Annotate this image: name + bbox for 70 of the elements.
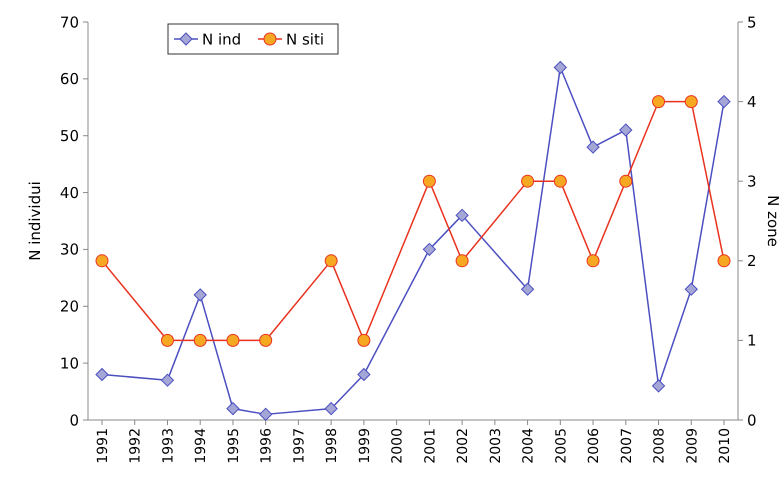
x-tick-label: 1994 <box>193 428 210 464</box>
x-tick-label: 2005 <box>553 428 570 464</box>
point <box>619 124 632 137</box>
point <box>422 174 436 188</box>
y2-tick-label: 3 <box>747 172 757 190</box>
y2-tick-label: 4 <box>747 92 757 111</box>
point <box>652 95 666 108</box>
x-tick-label: 1995 <box>226 428 242 464</box>
point <box>456 208 469 222</box>
point <box>422 242 436 256</box>
y2-tick-label: 0 <box>747 411 757 430</box>
point <box>160 334 174 347</box>
point <box>521 174 534 188</box>
y-tick-label: 0 <box>69 411 79 430</box>
point <box>194 334 207 347</box>
point <box>357 368 370 382</box>
y-axis-title: N individui <box>26 181 44 261</box>
x-tick-label: 1993 <box>160 428 176 464</box>
point <box>718 95 730 108</box>
point <box>357 334 370 347</box>
point <box>96 368 108 382</box>
x-tick-label: 2002 <box>455 428 472 464</box>
point <box>718 254 730 268</box>
x-tick-label: 1998 <box>324 428 340 464</box>
x-tick-label: 2003 <box>488 428 504 464</box>
y-tick-label: 40 <box>60 184 79 202</box>
point <box>259 408 272 421</box>
x-tick-label: 2001 <box>422 428 438 464</box>
legend-label: N siti <box>286 30 324 48</box>
x-tick-label: 2000 <box>390 428 406 464</box>
y2-tick-label: 2 <box>747 252 757 270</box>
x-tick-label: 2010 <box>717 428 733 464</box>
y2-tick-label: 1 <box>747 332 757 350</box>
x-tick-label: 2009 <box>684 428 700 464</box>
point <box>684 282 698 296</box>
point <box>324 254 338 268</box>
x-tick-label: 2006 <box>586 428 602 464</box>
point <box>226 402 240 416</box>
x-tick-label: 2004 <box>520 428 537 464</box>
point <box>259 334 272 347</box>
x-tick-label: 1996 <box>258 428 275 464</box>
y2-axis-title: N zone <box>764 195 782 247</box>
x-tick-label: 1992 <box>128 428 144 464</box>
point <box>160 374 174 387</box>
y-tick-label: 50 <box>60 126 79 145</box>
point <box>324 402 338 416</box>
y-tick-label: 20 <box>60 298 79 316</box>
point <box>586 254 600 268</box>
x-tick-label: 2008 <box>652 428 668 464</box>
x-tick-label: 2007 <box>618 428 635 464</box>
point <box>226 334 240 347</box>
legend-label: N ind <box>202 30 242 48</box>
point <box>619 174 632 188</box>
point <box>521 282 534 296</box>
x-tick-label: 1991 <box>95 428 111 464</box>
point <box>456 254 469 268</box>
point <box>684 95 698 108</box>
point <box>96 254 108 268</box>
point <box>194 288 207 302</box>
y-tick-label: 60 <box>60 70 79 88</box>
y-tick-label: 30 <box>60 240 79 259</box>
x-tick-label: 1999 <box>356 428 373 464</box>
y-tick-label: 70 <box>60 13 79 32</box>
y-tick-label: 10 <box>60 354 79 372</box>
point <box>652 379 666 392</box>
point <box>586 140 600 154</box>
point <box>554 174 567 188</box>
point <box>554 60 567 74</box>
x-tick-label: 1997 <box>291 428 308 464</box>
y2-tick-label: 5 <box>747 13 757 32</box>
